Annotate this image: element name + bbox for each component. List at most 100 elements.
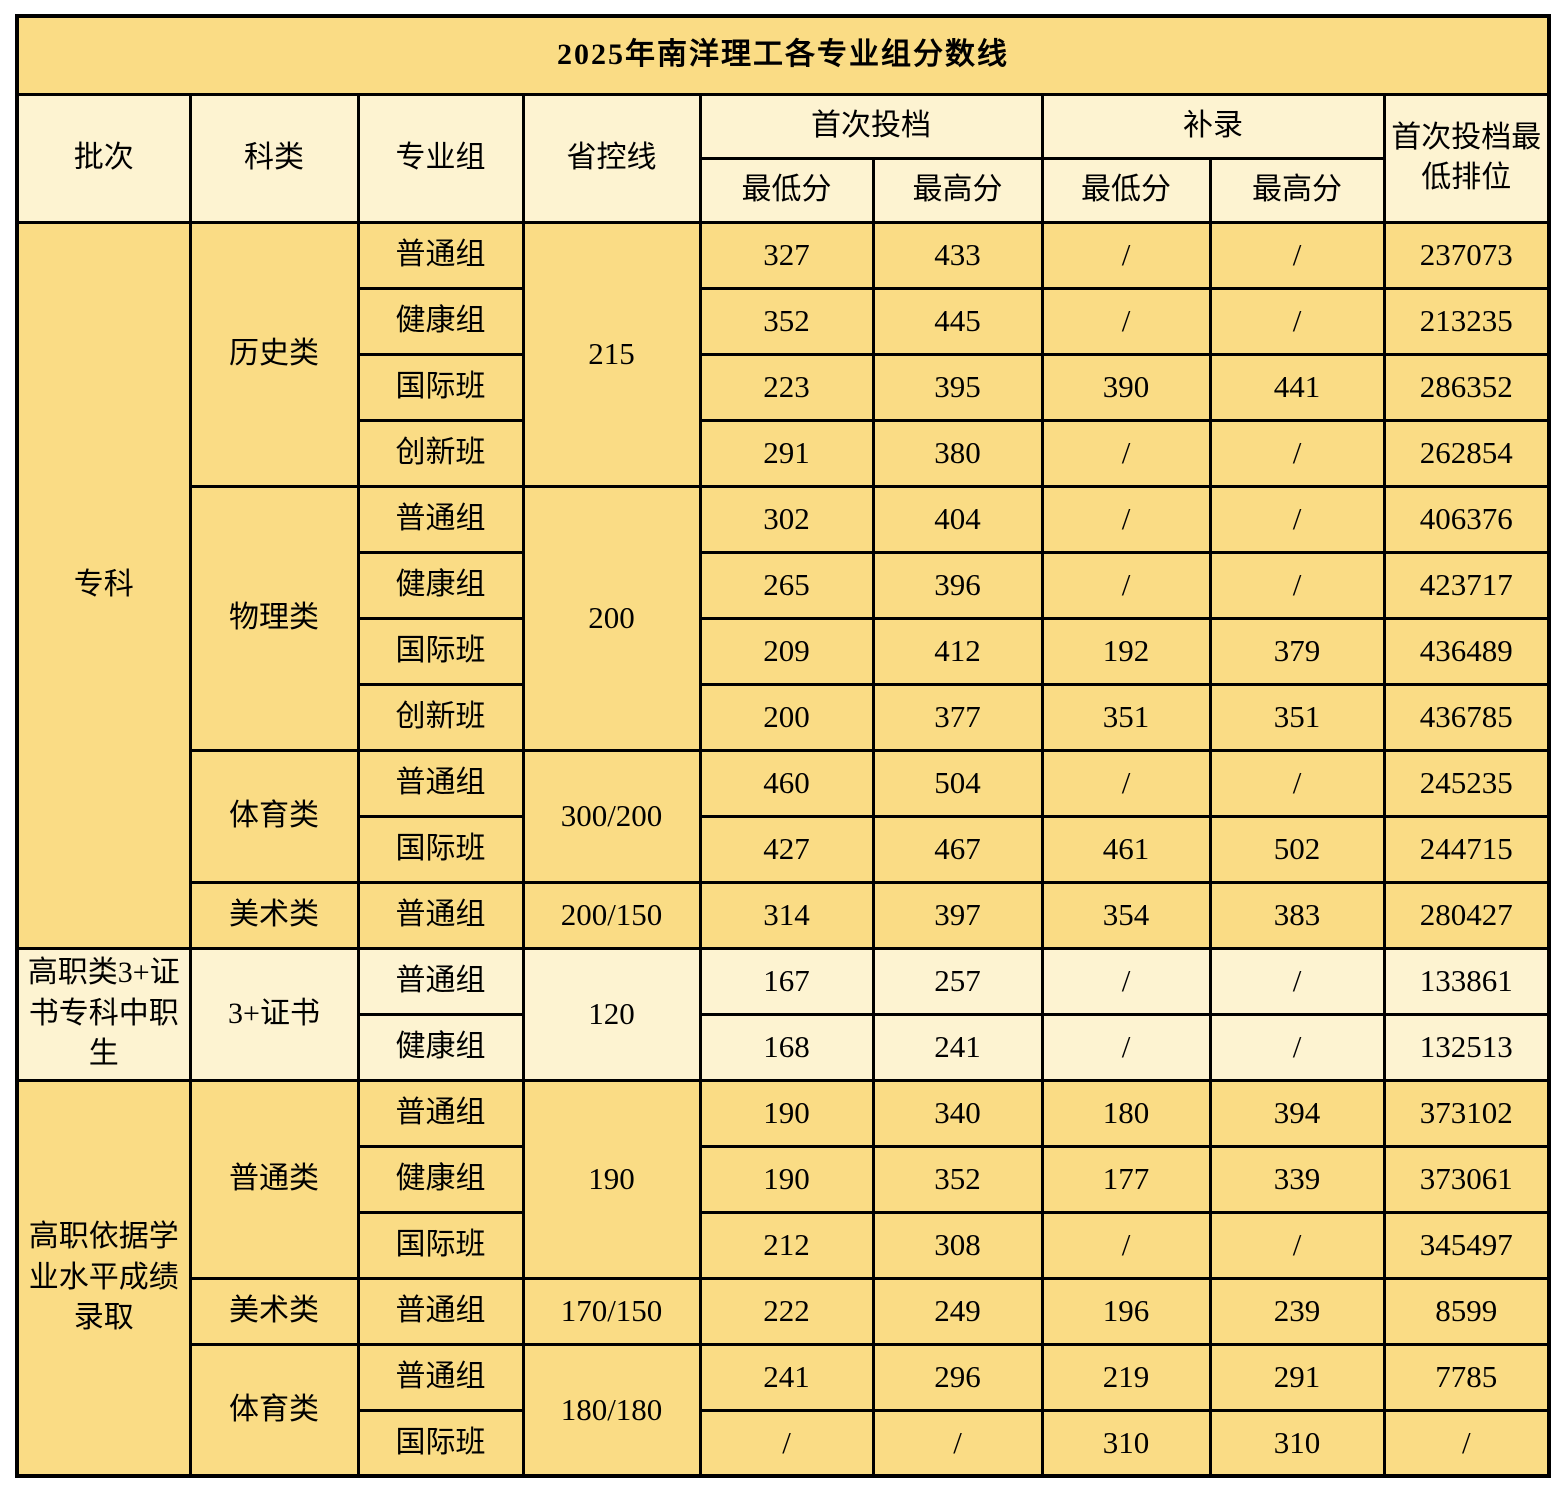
- supp-max-cell: /: [1208, 946, 1386, 1016]
- group-cell: 普通组: [356, 1078, 525, 1148]
- supp-min-cell: 351: [1040, 682, 1212, 752]
- supp-min-cell: /: [1040, 484, 1212, 554]
- rank-cell: 7785: [1382, 1342, 1551, 1412]
- first-max-cell: 397: [871, 880, 1044, 950]
- group-cell: 健康组: [356, 1144, 525, 1214]
- supp-max-cell: 291: [1208, 1342, 1386, 1412]
- rank-cell: 132513: [1382, 1012, 1551, 1082]
- first-min-cell: 209: [698, 616, 875, 686]
- supp-max-cell: 441: [1208, 352, 1386, 422]
- category-cell: 美术类: [188, 1276, 360, 1346]
- supp-min-cell: /: [1040, 748, 1212, 818]
- rank-cell: 280427: [1382, 880, 1551, 950]
- page-title: 2025年南洋理工各专业组分数线: [15, 14, 1551, 96]
- rank-cell: 213235: [1382, 286, 1551, 356]
- supp-min-cell: /: [1040, 418, 1212, 488]
- category-cell: 历史类: [188, 220, 360, 488]
- batch-cell: 专科: [15, 220, 192, 950]
- category-cell: 体育类: [188, 1342, 360, 1478]
- category-cell: 体育类: [188, 748, 360, 884]
- first-max-cell: 404: [871, 484, 1044, 554]
- supp-min-cell: /: [1040, 286, 1212, 356]
- supp-max-cell: /: [1208, 550, 1386, 620]
- header-group: 专业组: [356, 92, 525, 224]
- first-min-cell: 190: [698, 1144, 875, 1214]
- first-min-cell: 190: [698, 1078, 875, 1148]
- first-min-cell: 427: [698, 814, 875, 884]
- rank-cell: 373102: [1382, 1078, 1551, 1148]
- supp-min-cell: 219: [1040, 1342, 1212, 1412]
- control-line-cell: 200/150: [521, 880, 702, 950]
- header-supp-max: 最高分: [1208, 156, 1386, 224]
- supp-min-cell: 180: [1040, 1078, 1212, 1148]
- group-cell: 普通组: [356, 220, 525, 290]
- header-batch: 批次: [15, 92, 192, 224]
- supp-max-cell: /: [1208, 484, 1386, 554]
- rank-cell: 286352: [1382, 352, 1551, 422]
- first-min-cell: 302: [698, 484, 875, 554]
- first-max-cell: 340: [871, 1078, 1044, 1148]
- group-cell: 健康组: [356, 550, 525, 620]
- first-max-cell: 249: [871, 1276, 1044, 1346]
- group-cell: 国际班: [356, 814, 525, 884]
- supp-max-cell: 394: [1208, 1078, 1386, 1148]
- category-cell: 物理类: [188, 484, 360, 752]
- supp-min-cell: /: [1040, 1210, 1212, 1280]
- supp-min-cell: 461: [1040, 814, 1212, 884]
- first-min-cell: 168: [698, 1012, 875, 1082]
- rank-cell: /: [1382, 1408, 1551, 1478]
- rank-cell: 423717: [1382, 550, 1551, 620]
- supp-min-cell: /: [1040, 220, 1212, 290]
- supp-min-cell: 310: [1040, 1408, 1212, 1478]
- first-max-cell: 395: [871, 352, 1044, 422]
- group-cell: 创新班: [356, 418, 525, 488]
- supp-max-cell: /: [1208, 220, 1386, 290]
- group-cell: 健康组: [356, 286, 525, 356]
- rank-cell: 133861: [1382, 946, 1551, 1016]
- first-max-cell: 445: [871, 286, 1044, 356]
- supp-min-cell: 177: [1040, 1144, 1212, 1214]
- scores-table: 2025年南洋理工各专业组分数线 批次 科类 专业组 省控线 首次投档 补录 首…: [15, 14, 1552, 1478]
- first-min-cell: 291: [698, 418, 875, 488]
- first-max-cell: 380: [871, 418, 1044, 488]
- supp-min-cell: 196: [1040, 1276, 1212, 1346]
- first-max-cell: 433: [871, 220, 1044, 290]
- rank-cell: 373061: [1382, 1144, 1551, 1214]
- rank-cell: 436489: [1382, 616, 1551, 686]
- first-min-cell: 167: [698, 946, 875, 1016]
- rank-cell: 244715: [1382, 814, 1551, 884]
- rank-cell: 436785: [1382, 682, 1551, 752]
- category-cell: 美术类: [188, 880, 360, 950]
- control-line-cell: 200: [521, 484, 702, 752]
- header-category: 科类: [188, 92, 360, 224]
- header-supplement: 补录: [1040, 92, 1386, 160]
- supp-min-cell: 192: [1040, 616, 1212, 686]
- supp-max-cell: /: [1208, 1210, 1386, 1280]
- first-max-cell: 396: [871, 550, 1044, 620]
- supp-min-cell: /: [1040, 550, 1212, 620]
- group-cell: 普通组: [356, 484, 525, 554]
- first-min-cell: 212: [698, 1210, 875, 1280]
- first-min-cell: 314: [698, 880, 875, 950]
- first-min-cell: 241: [698, 1342, 875, 1412]
- control-line-cell: 300/200: [521, 748, 702, 884]
- group-cell: 普通组: [356, 1342, 525, 1412]
- rank-cell: 345497: [1382, 1210, 1551, 1280]
- control-line-cell: 190: [521, 1078, 702, 1280]
- rank-cell: 262854: [1382, 418, 1551, 488]
- header-first-round: 首次投档: [698, 92, 1044, 160]
- batch-cell: 高职类3+证书专科中职生: [15, 946, 192, 1082]
- rank-cell: 237073: [1382, 220, 1551, 290]
- supp-max-cell: /: [1208, 1012, 1386, 1082]
- group-cell: 国际班: [356, 352, 525, 422]
- group-cell: 普通组: [356, 880, 525, 950]
- group-cell: 普通组: [356, 1276, 525, 1346]
- first-max-cell: 257: [871, 946, 1044, 1016]
- first-max-cell: 467: [871, 814, 1044, 884]
- first-max-cell: /: [871, 1408, 1044, 1478]
- first-min-cell: 265: [698, 550, 875, 620]
- category-cell: 普通类: [188, 1078, 360, 1280]
- supp-max-cell: 339: [1208, 1144, 1386, 1214]
- group-cell: 普通组: [356, 748, 525, 818]
